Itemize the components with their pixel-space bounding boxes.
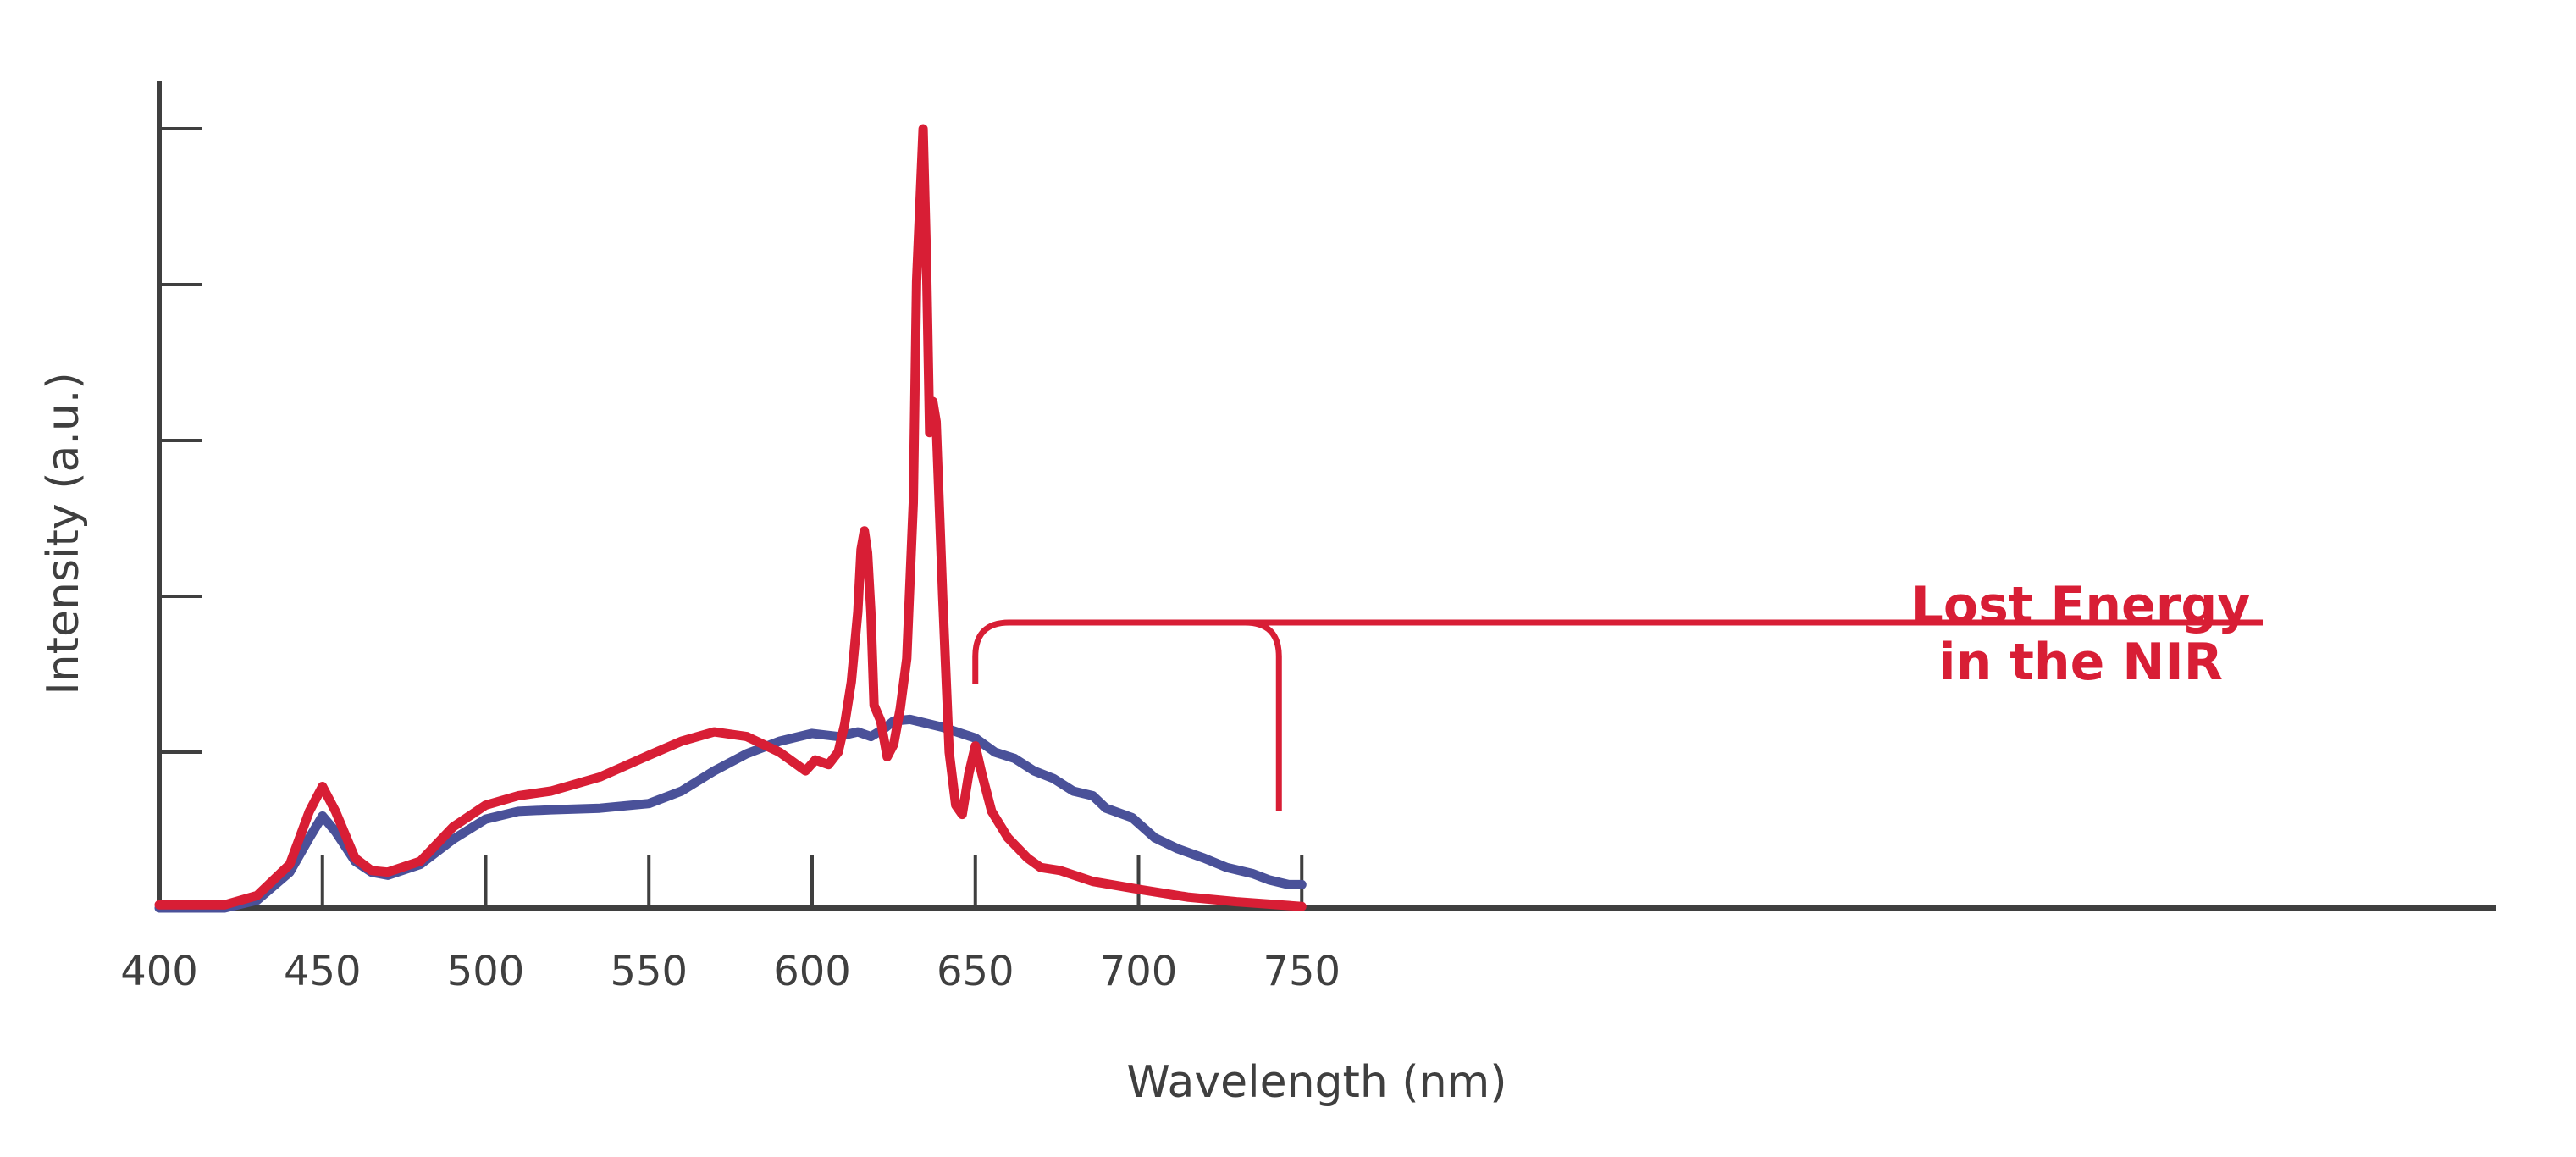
x-tick-labels: 400 450 500 550 600 650 700 750	[120, 948, 1341, 995]
x-tick-label-750: 750	[1263, 948, 1341, 995]
annotation-text-line1: Lost Energy	[1911, 576, 2251, 635]
y-axis-title: Intensity (a.u.)	[38, 372, 89, 695]
annotation-text-line2: in the NIR	[1938, 633, 2223, 692]
series-lines	[154, 124, 1307, 913]
x-tick-label-400: 400	[120, 948, 198, 995]
series-line-2	[154, 714, 1307, 913]
x-tick-label-500: 500	[447, 948, 525, 995]
x-tick-label-650: 650	[937, 948, 1014, 995]
ticks	[159, 127, 1304, 908]
series-line-1	[154, 124, 1307, 911]
x-tick-label-450: 450	[284, 948, 362, 995]
x-tick-label-550: 550	[610, 948, 688, 995]
axes	[157, 81, 2496, 911]
x-tick-label-700: 700	[1100, 948, 1178, 995]
lost-energy-annotation: Lost Energy in the NIR	[972, 576, 2263, 811]
x-tick-label-600: 600	[773, 948, 851, 995]
x-axis-title: Wavelength (nm)	[1126, 1057, 1506, 1108]
annotation-bracket	[972, 619, 2263, 811]
